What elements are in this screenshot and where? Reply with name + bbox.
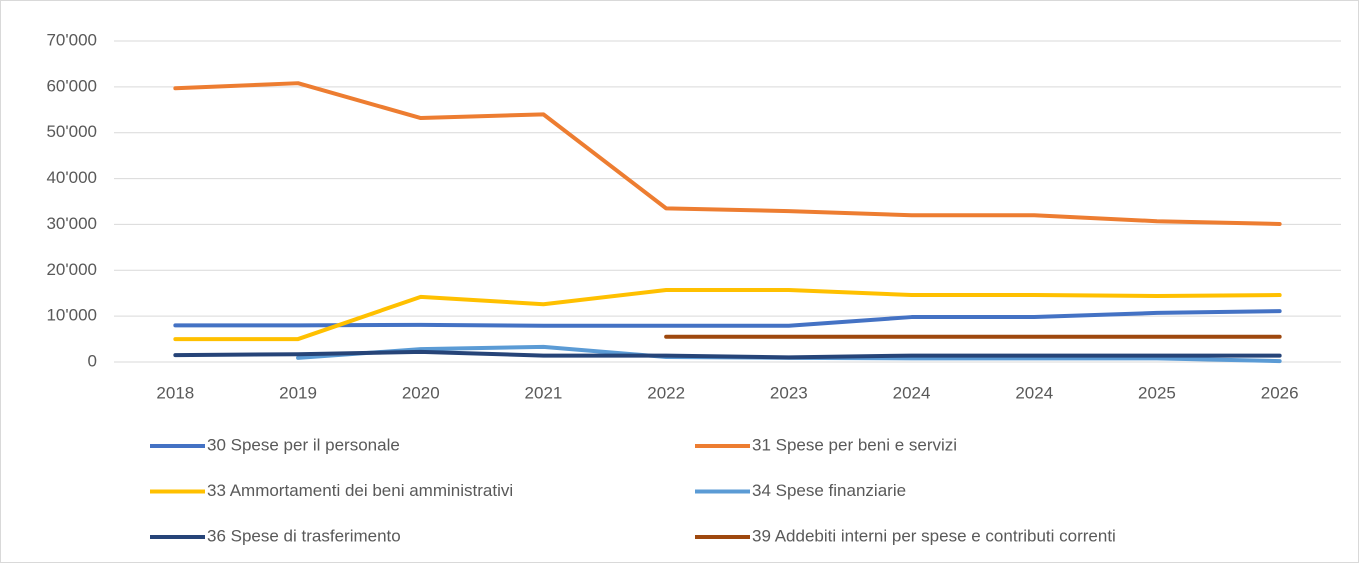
legend-label: 33 Ammortamenti dei beni amministrativi bbox=[207, 481, 513, 500]
x-tick-label: 2026 bbox=[1261, 383, 1299, 402]
series-line bbox=[173, 288, 1282, 342]
legend-label: 30 Spese per il personale bbox=[207, 435, 400, 454]
x-tick-label: 2023 bbox=[770, 383, 808, 402]
y-tick-label: 50'000 bbox=[46, 122, 97, 141]
y-tick-label: 0 bbox=[88, 351, 97, 370]
legend-label: 31 Spese per beni e servizi bbox=[752, 435, 957, 454]
y-tick-label: 70'000 bbox=[46, 30, 97, 49]
legend-label: 36 Spese di trasferimento bbox=[207, 526, 401, 545]
x-tick-label: 2024 bbox=[893, 383, 931, 402]
series-line bbox=[173, 81, 1282, 226]
legend-label: 34 Spese finanziarie bbox=[752, 481, 906, 500]
x-tick-label: 2024 bbox=[1015, 383, 1053, 402]
y-tick-label: 20'000 bbox=[46, 260, 97, 279]
x-tick-label: 2019 bbox=[279, 383, 317, 402]
y-tick-label: 30'000 bbox=[46, 214, 97, 233]
x-tick-label: 2021 bbox=[525, 383, 563, 402]
x-tick-label: 2022 bbox=[647, 383, 685, 402]
y-tick-label: 60'000 bbox=[46, 76, 97, 95]
legend-label: 39 Addebiti interni per spese e contribu… bbox=[752, 526, 1116, 545]
series-line bbox=[173, 349, 1282, 360]
x-tick-label: 2018 bbox=[156, 383, 194, 402]
x-tick-label: 2025 bbox=[1138, 383, 1176, 402]
y-tick-label: 40'000 bbox=[46, 168, 97, 187]
x-tick-label: 2020 bbox=[402, 383, 440, 402]
y-tick-label: 10'000 bbox=[46, 306, 97, 325]
series-line bbox=[173, 309, 1282, 328]
